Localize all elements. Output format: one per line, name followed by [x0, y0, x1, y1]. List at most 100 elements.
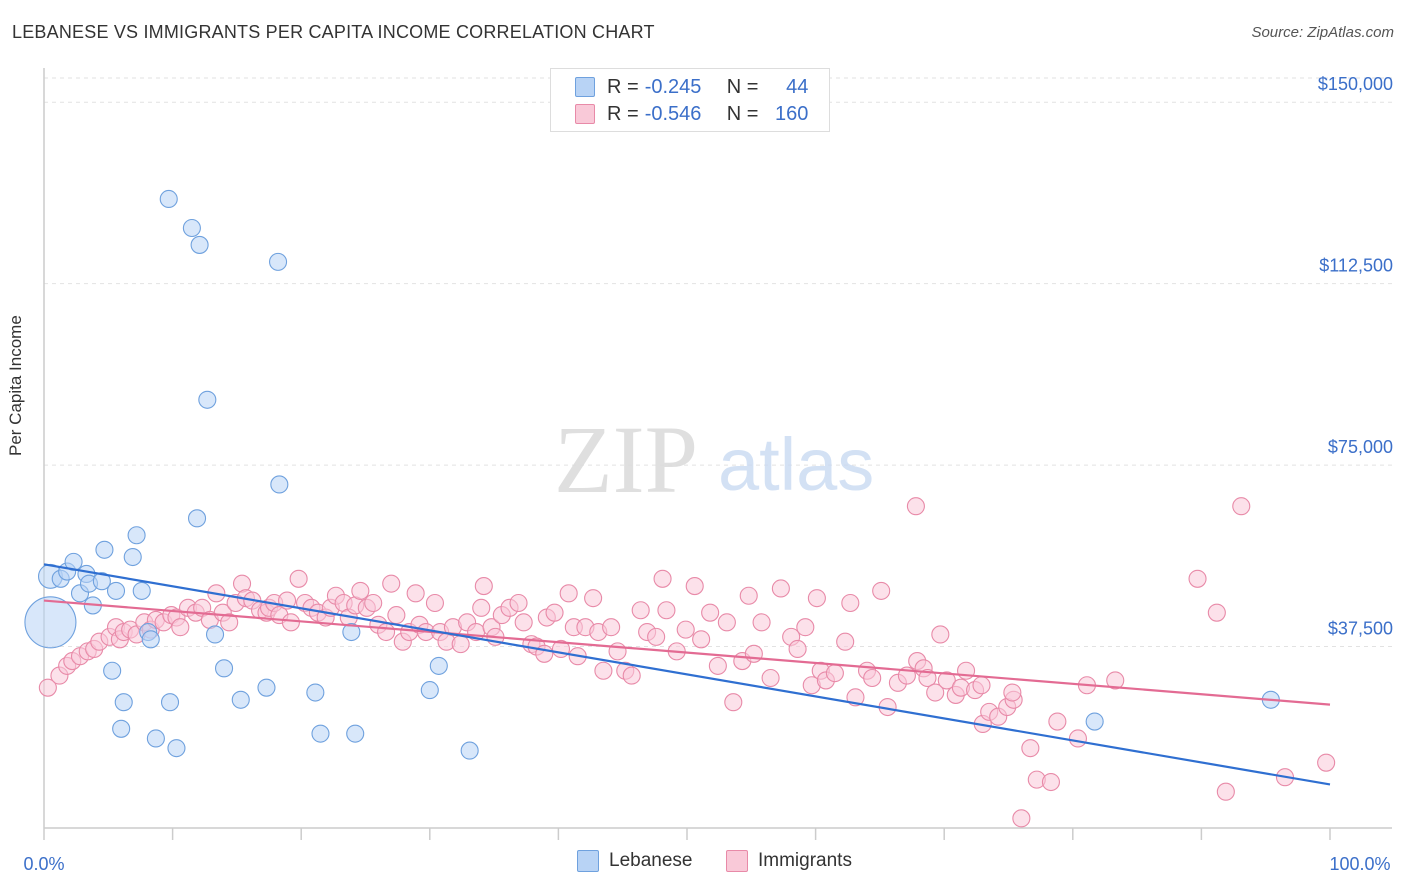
data-point-immigrants — [1012, 809, 1031, 828]
data-point-immigrants — [1207, 603, 1226, 622]
legend-label-lebanese: Lebanese — [609, 850, 693, 871]
chart-title: LEBANESE VS IMMIGRANTS PER CAPITA INCOME… — [12, 22, 655, 42]
legend-item-immigrants[interactable]: Immigrants — [726, 850, 852, 872]
data-point-immigrants — [472, 598, 491, 617]
data-point-immigrants — [387, 606, 406, 625]
data-point-immigrants — [647, 627, 666, 646]
data-point-lebanese — [460, 741, 479, 760]
data-point-immigrants — [739, 586, 758, 605]
data-point-immigrants — [584, 589, 603, 608]
data-point-immigrants — [425, 593, 444, 613]
data-point-lebanese — [92, 572, 111, 591]
data-point-lebanese — [106, 581, 126, 600]
data-point-immigrants — [451, 635, 470, 654]
data-point-immigrants — [918, 668, 937, 688]
data-point-lebanese — [95, 540, 114, 559]
data-point-lebanese — [187, 509, 207, 528]
data-point-immigrants — [788, 639, 807, 659]
grid-layer — [44, 77, 1392, 648]
watermark: ZIP atlas — [554, 406, 874, 513]
data-point-immigrants — [906, 497, 925, 516]
data-point-immigrants — [692, 630, 711, 649]
data-point-immigrants — [351, 581, 370, 600]
data-point-lebanese — [112, 719, 131, 738]
series-lebanese — [24, 189, 1280, 760]
correlation-legend: R = -0.245 N = 44 R = -0.546 N = 160 — [550, 68, 830, 132]
data-point-lebanese — [182, 218, 201, 238]
data-point-lebanese — [429, 656, 448, 675]
r-label: R = — [607, 102, 639, 125]
data-point-lebanese — [24, 596, 77, 649]
legend-item-lebanese[interactable]: Lebanese — [577, 850, 692, 872]
n-label: N = — [726, 75, 759, 98]
trend-line-lebanese — [43, 563, 1331, 786]
data-point-immigrants — [836, 632, 855, 651]
r-value: -0.546 — [644, 102, 702, 125]
data-point-lebanese — [257, 678, 276, 697]
data-point-lebanese — [214, 659, 234, 678]
data-point-lebanese — [270, 475, 289, 494]
legend-swatch-lebanese — [577, 850, 599, 872]
data-point-lebanese — [123, 547, 142, 567]
data-point-immigrants — [1232, 497, 1251, 516]
n-value: 44 — [786, 75, 809, 98]
legend-row-immigrants: R = -0.546 N = 160 — [575, 102, 808, 126]
trend-layer — [43, 563, 1331, 786]
data-point-immigrants — [289, 569, 308, 588]
y-tick-label: $150,000 — [1318, 74, 1393, 94]
watermark-atlas: atlas — [718, 423, 874, 506]
r-label: R = — [607, 75, 639, 98]
data-point-lebanese — [198, 390, 217, 409]
data-point-immigrants — [872, 581, 891, 600]
data-point-lebanese — [1085, 712, 1104, 731]
legend-swatch-immigrants — [726, 850, 748, 872]
data-point-immigrants — [377, 622, 396, 642]
x-tick-label-min: 0.0% — [23, 854, 64, 874]
data-point-immigrants — [382, 574, 401, 593]
data-point-immigrants — [825, 664, 844, 683]
data-point-immigrants — [622, 666, 641, 685]
data-point-immigrants — [1021, 739, 1040, 758]
tick-label-layer: $37,500 $75,000 $112,500 $150,000 0.0% 100.0% — [23, 74, 1393, 874]
data-point-immigrants — [631, 601, 650, 620]
data-point-lebanese — [167, 739, 186, 758]
data-point-lebanese — [269, 252, 288, 271]
data-point-lebanese — [205, 625, 225, 644]
trend-line-immigrants — [43, 599, 1331, 706]
data-point-immigrants — [602, 618, 621, 637]
data-point-immigrants — [807, 589, 826, 608]
data-point-immigrants — [281, 613, 300, 632]
data-point-lebanese — [342, 622, 361, 642]
data-point-immigrants — [1106, 671, 1125, 690]
data-point-immigrants — [545, 603, 564, 622]
data-point-immigrants — [701, 603, 720, 622]
data-point-immigrants — [771, 579, 790, 598]
r-value: -0.245 — [644, 75, 702, 98]
data-point-immigrants — [926, 683, 945, 702]
legend-swatch-lebanese — [575, 77, 595, 97]
data-point-lebanese — [114, 693, 133, 712]
data-point-lebanese — [127, 526, 146, 545]
data-point-immigrants — [1041, 772, 1060, 792]
data-point-immigrants — [752, 613, 771, 632]
data-point-immigrants — [171, 618, 190, 637]
data-point-immigrants — [708, 656, 727, 675]
watermark-zip: ZIP — [554, 406, 698, 513]
data-point-lebanese — [190, 235, 209, 254]
data-point-lebanese — [103, 661, 122, 680]
x-tick-label-max: 100.0% — [1329, 854, 1390, 874]
y-axis-label: Per Capita Income — [6, 315, 25, 456]
data-point-immigrants — [717, 613, 736, 632]
data-point-immigrants — [1003, 683, 1022, 702]
data-point-immigrants — [685, 577, 704, 596]
data-point-immigrants — [509, 593, 528, 613]
data-point-immigrants — [38, 678, 57, 697]
data-point-lebanese — [231, 690, 250, 709]
y-tick-label: $75,000 — [1328, 437, 1393, 457]
data-point-immigrants — [841, 593, 860, 613]
data-point-immigrants — [744, 644, 763, 663]
data-point-immigrants — [931, 625, 950, 644]
data-point-lebanese — [146, 729, 165, 748]
data-point-immigrants — [653, 569, 672, 588]
data-point-lebanese — [306, 683, 325, 702]
